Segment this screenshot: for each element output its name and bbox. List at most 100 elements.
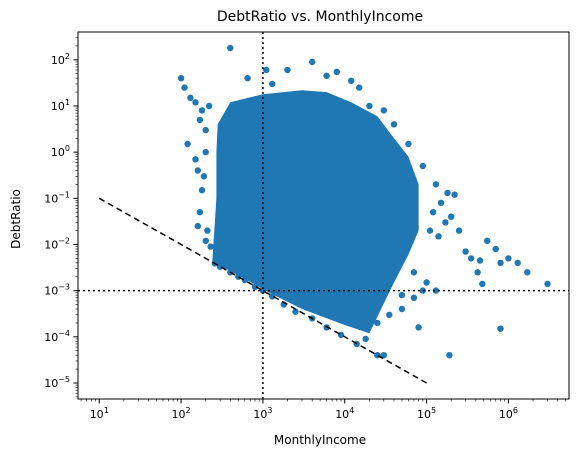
x-tick-label: 103 bbox=[253, 406, 272, 421]
data-point bbox=[194, 167, 201, 174]
data-point bbox=[497, 259, 504, 267]
data-point bbox=[474, 269, 481, 276]
data-point bbox=[380, 107, 387, 114]
data-point bbox=[467, 255, 475, 262]
data-point bbox=[196, 209, 204, 216]
data-point bbox=[202, 237, 209, 244]
data-point bbox=[429, 209, 437, 216]
data-point bbox=[198, 107, 206, 114]
chart-title: DebtRatio vs. MonthlyIncome bbox=[217, 9, 423, 25]
data-point bbox=[241, 276, 248, 284]
data-point bbox=[484, 237, 491, 244]
data-point bbox=[202, 126, 209, 134]
y-tick-label: 10−4 bbox=[44, 329, 70, 344]
data-point bbox=[263, 66, 270, 74]
data-point bbox=[269, 80, 276, 88]
data-point bbox=[405, 140, 412, 148]
data-point bbox=[187, 94, 194, 102]
data-point bbox=[184, 140, 191, 148]
data-point bbox=[177, 75, 185, 82]
data-point bbox=[419, 287, 426, 294]
data-point bbox=[269, 293, 276, 300]
data-point bbox=[497, 325, 504, 332]
y-tick-label: 102 bbox=[51, 52, 70, 67]
data-point bbox=[251, 283, 259, 291]
data-point bbox=[398, 305, 406, 313]
dense-point-cloud-layer bbox=[212, 90, 419, 334]
data-point bbox=[362, 335, 369, 343]
data-point bbox=[386, 311, 393, 318]
data-point bbox=[205, 102, 213, 110]
x-tick-label: 106 bbox=[499, 406, 518, 421]
data-point bbox=[194, 222, 201, 230]
data-point bbox=[423, 279, 430, 286]
data-point bbox=[410, 269, 418, 276]
y-tick-label: 10−1 bbox=[44, 190, 70, 205]
y-tick-label: 101 bbox=[51, 98, 70, 113]
data-point bbox=[192, 156, 199, 163]
data-point bbox=[398, 291, 406, 299]
data-point bbox=[196, 116, 204, 124]
data-point bbox=[505, 255, 512, 262]
data-point bbox=[323, 72, 330, 80]
data-point bbox=[544, 280, 551, 288]
dense-point-cloud bbox=[212, 90, 419, 334]
data-point bbox=[524, 269, 531, 276]
x-tick-label: 101 bbox=[90, 406, 109, 421]
data-point bbox=[432, 287, 440, 294]
x-axis: 101 102 103 104 105 106 bbox=[80, 399, 566, 421]
data-point bbox=[284, 66, 291, 74]
data-point bbox=[514, 259, 521, 267]
data-point bbox=[446, 352, 453, 359]
data-point bbox=[309, 58, 316, 66]
y-axis-label: DebtRatio bbox=[9, 189, 23, 249]
data-point bbox=[227, 44, 234, 52]
data-point bbox=[216, 263, 224, 270]
reference-lines-layer bbox=[78, 32, 569, 399]
y-tick-label: 100 bbox=[51, 144, 70, 159]
data-point bbox=[292, 308, 299, 315]
data-point bbox=[333, 68, 340, 76]
data-point bbox=[410, 294, 418, 301]
x-axis-label: MonthlyIncome bbox=[274, 433, 366, 447]
data-point bbox=[356, 84, 363, 91]
data-point bbox=[374, 319, 381, 327]
data-point bbox=[415, 324, 422, 331]
data-point bbox=[380, 352, 387, 359]
data-point bbox=[204, 227, 211, 234]
data-point bbox=[435, 233, 442, 240]
data-point bbox=[444, 189, 451, 197]
x-tick-label: 104 bbox=[335, 406, 354, 421]
diagonal-reference-line bbox=[98, 197, 427, 384]
y-axis: 10−5 10−4 10−3 10−2 10−1 100 101 102 bbox=[44, 37, 78, 398]
y-tick-label: 10−3 bbox=[44, 283, 70, 298]
x-tick-label: 102 bbox=[172, 406, 191, 421]
data-point bbox=[455, 227, 463, 234]
data-point bbox=[207, 243, 214, 250]
data-point bbox=[192, 99, 199, 106]
data-point bbox=[181, 84, 188, 91]
data-point bbox=[442, 219, 449, 226]
plot-area-frame bbox=[77, 31, 570, 400]
data-point bbox=[432, 181, 440, 188]
data-point bbox=[451, 191, 458, 198]
data-point bbox=[235, 273, 242, 280]
data-point bbox=[244, 75, 251, 82]
data-point bbox=[200, 173, 208, 180]
data-point bbox=[426, 227, 434, 234]
data-points-layer bbox=[177, 44, 551, 359]
data-point bbox=[202, 148, 209, 156]
data-point bbox=[348, 77, 355, 85]
y-tick-label: 10−2 bbox=[44, 236, 70, 251]
data-point bbox=[448, 213, 455, 220]
data-point bbox=[366, 102, 373, 110]
y-tick-label: 10−5 bbox=[44, 375, 70, 390]
data-point bbox=[419, 162, 426, 170]
data-point bbox=[437, 199, 445, 206]
data-point bbox=[462, 248, 469, 255]
x-tick-label: 105 bbox=[417, 406, 436, 421]
data-point bbox=[198, 187, 206, 194]
data-point bbox=[492, 245, 499, 253]
data-point bbox=[390, 121, 398, 128]
